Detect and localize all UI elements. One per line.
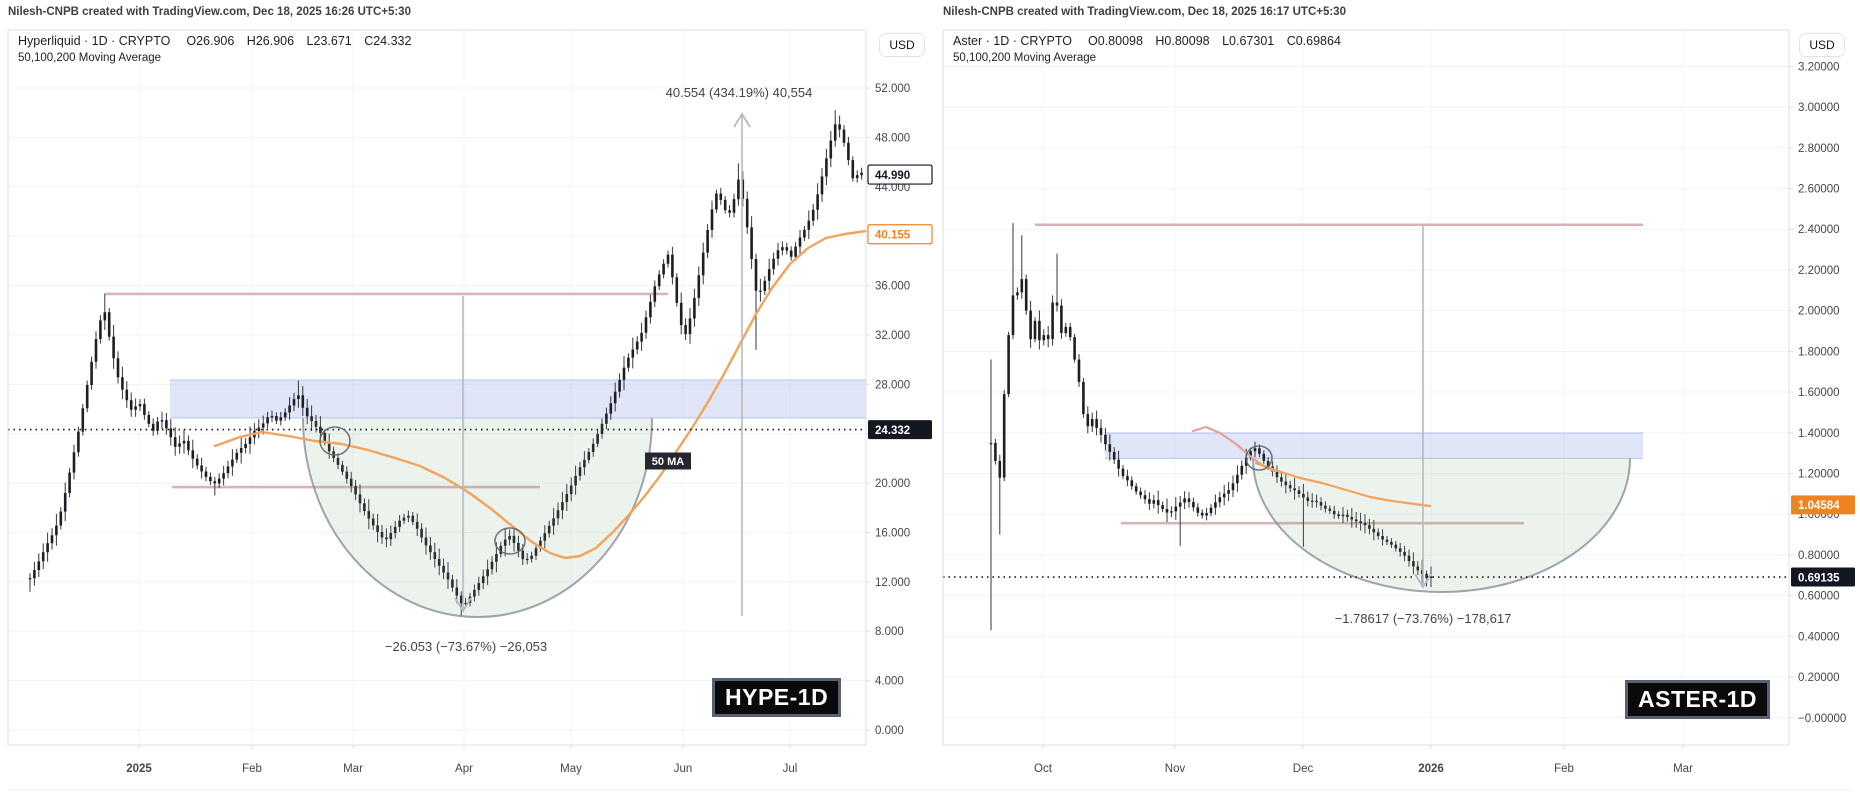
aster-grid <box>943 30 1789 745</box>
aster-time-axis[interactable]: Oct Nov Dec 2026 Feb Mar <box>943 745 1852 791</box>
svg-text:Mar: Mar <box>343 763 363 775</box>
svg-text:4.000: 4.000 <box>875 676 904 688</box>
left-symbol-legend: Hyperliquid · 1D · CRYPTO O26.906 H26.90… <box>18 34 411 48</box>
left-symbol-title: Hyperliquid · 1D · CRYPTO <box>18 34 171 48</box>
hype-circle-annotations <box>319 426 526 555</box>
svg-text:8.000: 8.000 <box>875 626 904 638</box>
svg-text:24.332: 24.332 <box>875 425 910 437</box>
hype-price-label-44.990: 44.990 <box>867 164 933 185</box>
svg-text:1.60000: 1.60000 <box>1798 387 1840 399</box>
aster-zone-band <box>1105 432 1643 459</box>
aster-levels <box>1035 223 1643 525</box>
hype-time-axis[interactable]: 2025 Feb Mar Apr May Jun Jul <box>8 745 1852 791</box>
svg-text:Feb: Feb <box>242 763 262 775</box>
svg-text:16.000: 16.000 <box>875 527 910 539</box>
right-ma-legend: 50,100,200 Moving Average <box>953 52 1097 64</box>
svg-text:1.20000: 1.20000 <box>1798 469 1840 481</box>
svg-text:3.20000: 3.20000 <box>1798 61 1840 73</box>
hype-price-axis[interactable]: 52.00048.00044.00040.00036.00032.00028.0… <box>866 83 933 737</box>
svg-text:48.000: 48.000 <box>875 132 910 144</box>
svg-text:40.155: 40.155 <box>875 229 911 241</box>
svg-text:1.40000: 1.40000 <box>1798 428 1840 440</box>
svg-text:3.00000: 3.00000 <box>1798 102 1840 114</box>
right-ohlc-values: O0.80098 H0.80098 L0.67301 C0.69864 <box>1088 34 1341 48</box>
svg-text:Jun: Jun <box>674 763 693 775</box>
svg-text:0.80000: 0.80000 <box>1798 550 1840 562</box>
aster-candles <box>989 223 1433 631</box>
hype-candles <box>28 110 863 617</box>
svg-text:Oct: Oct <box>1034 763 1053 775</box>
aster-pane-border <box>942 29 1790 746</box>
svg-text:0.20000: 0.20000 <box>1798 672 1840 684</box>
left-currency-button[interactable]: USD <box>879 33 925 57</box>
left-ohlc-values: O26.906 H26.906 L23.671 C24.332 <box>186 34 412 48</box>
aster-measure-0: −1.78617 (−73.76%) −178,617 <box>1335 226 1512 626</box>
aster-price-label-0.69135: 0.69135 <box>1791 567 1855 587</box>
svg-text:2.40000: 2.40000 <box>1798 224 1840 236</box>
hype-measure-1: 40.554 (434.19%) 40,554 <box>666 85 813 616</box>
svg-text:20.000: 20.000 <box>875 478 910 490</box>
svg-text:2.80000: 2.80000 <box>1798 143 1840 155</box>
hype-pane-border <box>7 29 867 746</box>
left-ticker-tag: HYPE-1D <box>712 678 842 717</box>
aster-circle-annotations <box>1245 445 1273 471</box>
right-ticker-tag: ASTER-1D <box>1625 680 1771 719</box>
hype-ma-badge: 50 MA <box>645 452 691 470</box>
svg-text:44.000: 44.000 <box>875 182 910 194</box>
svg-text:Jul: Jul <box>783 763 798 775</box>
svg-text:2.20000: 2.20000 <box>1798 265 1840 277</box>
aster-price-axis[interactable]: 3.20000 3.00000 2.80000 2.60000 2.40000 2.200… <box>1789 61 1855 725</box>
svg-text:0.000: 0.000 <box>875 725 904 737</box>
right-symbol-title: Aster · 1D · CRYPTO <box>953 34 1073 48</box>
svg-text:0.60000: 0.60000 <box>1798 591 1840 603</box>
aster-ma-50-line <box>1254 461 1432 508</box>
svg-text:Apr: Apr <box>455 763 473 775</box>
svg-text:40.554 (434.19%) 40,554: 40.554 (434.19%) 40,554 <box>666 85 813 100</box>
svg-text:1.04584: 1.04584 <box>1798 500 1840 512</box>
svg-text:2.60000: 2.60000 <box>1798 184 1840 196</box>
hype-chart: −26.053 (−73.67%) −26,053 40.554 (434.19%… <box>7 29 1852 791</box>
svg-text:−26.053 (−73.67%) −26,053: −26.053 (−73.67%) −26,053 <box>385 639 547 654</box>
svg-text:0.69135: 0.69135 <box>1798 572 1840 584</box>
svg-text:2.00000: 2.00000 <box>1798 306 1840 318</box>
right-symbol-legend: Aster · 1D · CRYPTO O0.80098 H0.80098 L0… <box>953 34 1341 48</box>
hype-price-label-24.332: 24.332 <box>868 420 932 440</box>
svg-text:2026: 2026 <box>1418 763 1444 775</box>
left-watermark: Nilesh-CNPB created with TradingView.com… <box>8 6 411 18</box>
svg-text:Feb: Feb <box>1554 763 1574 775</box>
hype-measure-0: −26.053 (−73.67%) −26,053 <box>385 296 547 654</box>
svg-text:Nov: Nov <box>1165 763 1186 775</box>
svg-text:50 MA: 50 MA <box>652 456 684 468</box>
aster-chart: −1.78617 (−73.76%) −178,617 3.20000 3.0000… <box>942 29 1855 791</box>
svg-text:44.990: 44.990 <box>875 170 910 182</box>
svg-text:0.40000: 0.40000 <box>1798 631 1840 643</box>
svg-text:28.000: 28.000 <box>875 379 910 391</box>
svg-text:1.80000: 1.80000 <box>1798 346 1840 358</box>
aster-cup-pattern <box>1252 458 1631 593</box>
right-currency-button[interactable]: USD <box>1799 33 1845 57</box>
right-watermark: Nilesh-CNPB created with TradingView.com… <box>943 6 1346 18</box>
svg-text:36.000: 36.000 <box>875 281 910 293</box>
svg-text:−1.78617 (−73.76%) −178,617: −1.78617 (−73.76%) −178,617 <box>1335 611 1512 626</box>
svg-text:32.000: 32.000 <box>875 330 910 342</box>
left-ma-legend: 50,100,200 Moving Average <box>18 52 162 64</box>
svg-text:May: May <box>560 763 582 775</box>
svg-text:Dec: Dec <box>1293 763 1314 775</box>
aster-price-label-1.04584: 1.04584 <box>1791 495 1855 515</box>
svg-text:2025: 2025 <box>126 763 152 775</box>
svg-text:12.000: 12.000 <box>875 577 910 589</box>
hype-zone-band <box>170 379 866 419</box>
hype-ma-50-line <box>213 229 868 560</box>
svg-text:−0.00000: −0.00000 <box>1798 713 1846 725</box>
svg-text:Mar: Mar <box>1673 763 1693 775</box>
hype-price-label-40.155: 40.155 <box>867 224 933 245</box>
svg-text:52.000: 52.000 <box>875 83 910 95</box>
